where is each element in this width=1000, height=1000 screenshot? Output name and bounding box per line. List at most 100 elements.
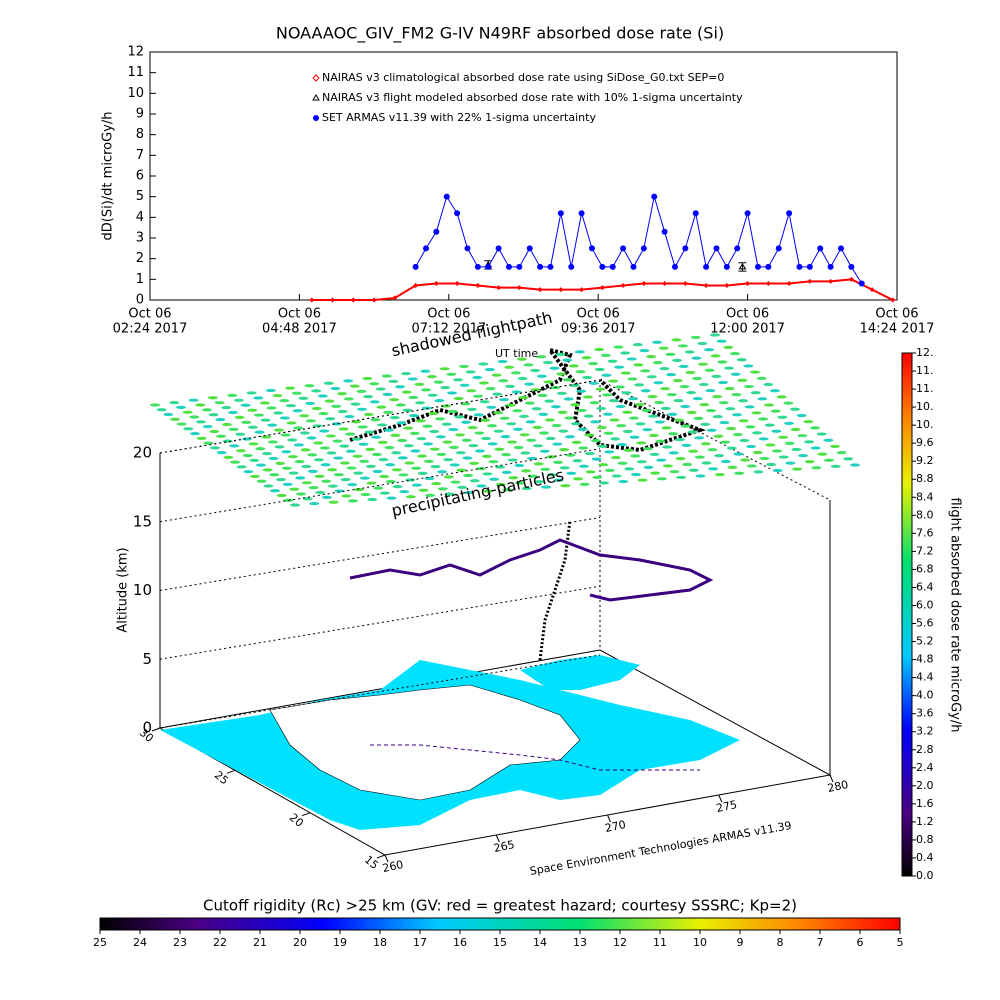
particle-cell: [499, 416, 510, 420]
data-point: [599, 285, 605, 291]
particle-cell: [562, 378, 573, 382]
particle-cell: [339, 461, 350, 465]
particle-cell: [582, 375, 593, 380]
colorbar-tick-label: 12: [613, 936, 627, 949]
ground-track: [370, 744, 700, 771]
colorbar-tick-label: 11: [653, 936, 667, 949]
lat-tick: [376, 854, 386, 859]
particle-cell: [323, 381, 334, 385]
particle-cell: [427, 393, 438, 397]
particle-cell: [637, 478, 648, 482]
colorbar: [901, 352, 913, 877]
particle-cell: [269, 473, 280, 477]
colorbar-tick-label: 7.2: [916, 544, 934, 557]
particle-cell: [457, 485, 468, 489]
particle-cell: [803, 420, 814, 424]
particle-cell: [196, 436, 207, 440]
particle-cell: [608, 399, 619, 403]
particle-cell: [549, 366, 560, 370]
particle-cell: [614, 385, 625, 389]
particle-cell: [628, 397, 639, 401]
x-tick-label: 12:00 2017: [710, 322, 785, 337]
data-point: [599, 263, 606, 270]
particle-cell: [484, 367, 495, 372]
particle-cell: [679, 385, 690, 389]
particle-cell: [351, 437, 362, 441]
particle-cell: [383, 410, 394, 414]
particle-cell: [660, 406, 671, 411]
particle-cell: [240, 403, 251, 407]
lat-tick-label: 15: [362, 853, 381, 872]
particle-cell: [513, 445, 524, 450]
particle-cell: [479, 400, 490, 404]
particle-cell: [305, 401, 316, 406]
particle-cell: [710, 354, 721, 358]
series-line: [415, 195, 863, 284]
particle-cell: [210, 446, 220, 450]
particle-cell: [610, 455, 621, 460]
particle-cell: [633, 363, 644, 367]
particle-cell: [504, 365, 515, 369]
particle-cell: [523, 363, 534, 367]
particle-cell: [672, 379, 683, 383]
particle-cell: [313, 441, 324, 445]
particle-cell: [280, 433, 291, 437]
particle-cell: [726, 426, 737, 431]
particle-cell: [298, 396, 309, 400]
x-tick-label: 14:24 2017: [860, 322, 935, 337]
particle-cell: [319, 446, 330, 450]
legend-label: NAIRAS v3 climatological absorbed dose r…: [322, 71, 724, 84]
particle-cell: [707, 448, 718, 452]
particle-cell: [772, 449, 783, 453]
particle-cell: [555, 352, 566, 356]
particle-cell: [395, 385, 406, 389]
particle-cell: [659, 367, 670, 371]
particle-cell: [666, 373, 677, 377]
colorbar-tick-label: 1.6: [916, 797, 934, 810]
particle-cell: [407, 377, 418, 381]
particle-cell: [255, 463, 266, 467]
particle-cell: [345, 449, 356, 453]
colorbar-tick-label: 8.4: [916, 490, 934, 503]
particle-cell: [712, 414, 723, 419]
particle-cell: [363, 395, 374, 399]
particle-cell: [443, 475, 454, 479]
particle-cell: [270, 489, 280, 493]
particle-cell: [577, 427, 588, 431]
particle-cell: [287, 455, 298, 459]
particle-cell: [547, 473, 558, 477]
particle-cell: [274, 445, 285, 449]
particle-cell: [757, 397, 768, 401]
particle-cell: [634, 402, 645, 407]
particle-cell: [253, 413, 264, 417]
particle-cell: [358, 442, 369, 446]
particle-cell: [190, 431, 200, 436]
particle-cell: [492, 411, 503, 415]
particle-cell: [371, 435, 382, 439]
particle-cell: [397, 456, 408, 460]
particle-cell: [273, 411, 284, 415]
particle-cell: [726, 446, 737, 450]
particle-cell: [817, 452, 828, 456]
particle-cell: [843, 457, 854, 461]
particle-cell: [618, 479, 629, 484]
particle-cell: [570, 403, 581, 407]
data-point: [869, 287, 875, 293]
particle-cell: [382, 392, 393, 396]
particle-cell: [273, 428, 284, 432]
particle-cell: [428, 411, 439, 416]
particle-cell: [469, 479, 480, 483]
particle-cell: [718, 380, 729, 385]
particle-cell: [320, 463, 331, 467]
particle-cell: [423, 442, 434, 446]
particle-cell: [267, 440, 278, 444]
data-point: [496, 285, 502, 291]
particle-cell: [668, 451, 679, 455]
particle-cell: [260, 418, 271, 422]
particle-cell: [327, 468, 338, 472]
particle-cell: [700, 422, 711, 426]
data-point: [723, 263, 730, 270]
particle-cell: [661, 426, 672, 430]
particle-cell: [777, 415, 788, 419]
particle-cell: [666, 393, 677, 397]
